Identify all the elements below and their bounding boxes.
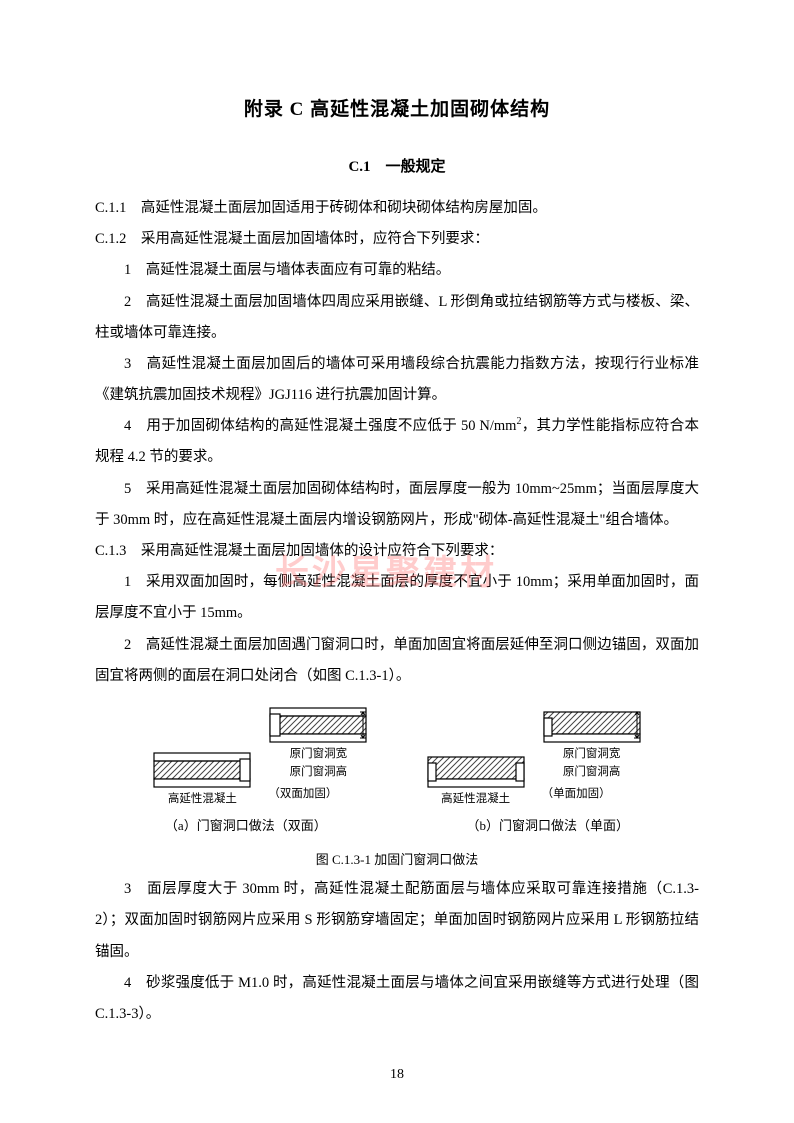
para-c12-5: 5 采用高延性混凝土面层加固砌体结构时，面层厚度一般为 10mm~25mm；当面… [95,474,699,536]
figure-left-group: 高延性混凝土 原门窗洞宽 原门窗洞高 （双面加固） [152,706,368,807]
hatched-block-svg [542,706,642,744]
para-c13-1: 1 采用双面加固时，每侧高延性混凝土面层的厚度不宜小于 10mm；采用单面加固时… [95,567,699,629]
para-c12-1: 1 高延性混凝土面层与墙体表面应有可靠的粘结。 [95,255,699,286]
para-c12-4: 4 用于加固砌体结构的高延性混凝土强度不应低于 50 N/mm2，其力学性能指标… [95,411,699,473]
appendix-title: 附录 C 高延性混凝土加固砌体结构 [95,90,699,131]
fig-label-1: 高延性混凝土 [152,792,252,807]
fig-cap-b: （b）门窗洞口做法（单面） [467,812,630,840]
fig-sub-right: （单面加固） [542,782,642,807]
figure-left-row: 高延性混凝土 原门窗洞宽 原门窗洞高 （双面加固） [152,706,368,807]
fig-label-4: 高延性混凝土 [426,792,526,807]
fig-right-block-2: 原门窗洞宽 原门窗洞高 （单面加固） [542,706,642,807]
para-c12-2: 2 高延性混凝土面层加固墙体四周应采用嵌缝、L 形倒角或拉结钢筋等方式与楼板、梁… [95,287,699,349]
figure-right-row: 高延性混凝土 原门窗洞宽 原门窗洞高 （单面加固） [426,706,642,807]
para-c13-4: 4 砂浆强度低于 M1.0 时，高延性混凝土面层与墙体之间宜采用嵌缝等方式进行处… [95,968,699,1030]
hatched-block-svg [426,751,526,789]
figure-right-group: 高延性混凝土 原门窗洞宽 原门窗洞高 （单面加固） [426,706,642,807]
page-number: 18 [0,1067,794,1083]
para-c13-2: 2 高延性混凝土面层加固遇门窗洞口时，单面加固宜将面层延伸至洞口侧边锚固，双面加… [95,630,699,692]
fig-label-5: 原门窗洞宽 [542,747,642,762]
figure-c131: 高延性混凝土 原门窗洞宽 原门窗洞高 （双面加固） [95,706,699,807]
para-c12-4a: 4 用于加固砌体结构的高延性混凝土强度不应低于 50 N/mm [124,418,516,434]
fig-label-2: 原门窗洞宽 [268,747,368,762]
para-c12: C.1.2 采用高延性混凝土面层加固墙体时，应符合下列要求： [95,224,699,255]
para-c13-3: 3 面层厚度大于 30mm 时，高延性混凝土配筋面层与墙体应采取可靠连接措施（C… [95,874,699,968]
fig-cap-a: （a）门窗洞口做法（双面） [165,812,327,840]
fig-right-block-1: 高延性混凝土 [426,751,526,807]
para-c12-3: 3 高延性混凝土面层加固后的墙体可采用墙段综合抗震能力指数方法，按现行行业标准《… [95,349,699,411]
para-c11: C.1.1 高延性混凝土面层加固适用于砖砌体和砌块砌体结构房屋加固。 [95,193,699,224]
figure-caption: 图 C.1.3-1 加固门窗洞口做法 [95,846,699,874]
fig-label-3: 原门窗洞高 [268,765,368,780]
fig-sub-left: （双面加固） [268,782,368,807]
hatched-block-svg [152,751,252,789]
figure-caption-pair: （a）门窗洞口做法（双面） （b）门窗洞口做法（单面） [95,812,699,840]
fig-left-block-1: 高延性混凝土 [152,751,252,807]
section-subtitle: C.1 一般规定 [95,151,699,183]
hatched-block-svg [268,706,368,744]
page-root: 附录 C 高延性混凝土加固砌体结构 C.1 一般规定 C.1.1 高延性混凝土面… [0,0,794,1080]
para-c13: C.1.3 采用高延性混凝土面层加固墙体的设计应符合下列要求： [95,536,699,567]
fig-label-6: 原门窗洞高 [542,765,642,780]
fig-left-block-2: 原门窗洞宽 原门窗洞高 （双面加固） [268,706,368,807]
